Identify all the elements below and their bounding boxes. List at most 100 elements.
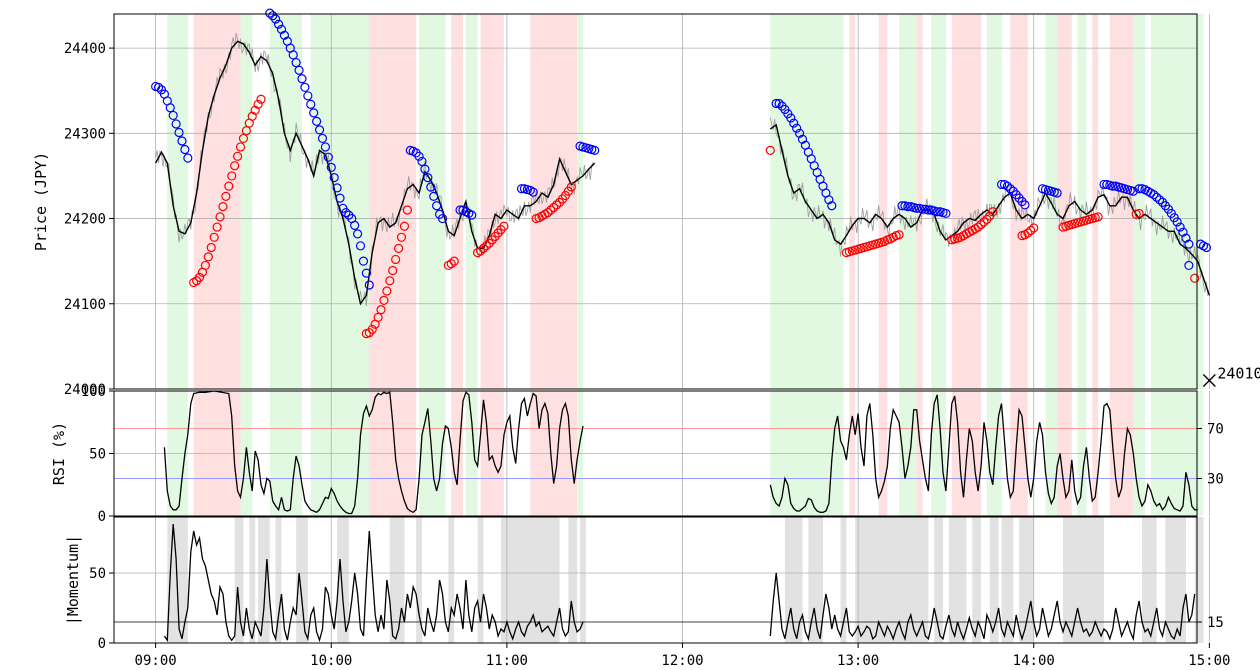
psar-below-marker xyxy=(481,241,491,251)
psar-above-marker xyxy=(341,207,351,218)
psar-above-marker xyxy=(361,268,371,278)
psar-above-marker xyxy=(183,153,193,163)
price-panel-frame xyxy=(113,13,1198,390)
psar-below-marker xyxy=(206,242,216,253)
psar-below-marker xyxy=(385,276,395,286)
psar-above-marker xyxy=(1134,184,1144,194)
time-tick-label: 13:00 xyxy=(837,653,879,669)
psar-below-marker xyxy=(478,243,489,253)
psar-above-marker xyxy=(165,103,175,113)
psar-above-marker xyxy=(792,123,802,133)
psar-below-marker xyxy=(549,202,559,213)
momentum-band xyxy=(1165,517,1186,643)
psar-below-marker xyxy=(203,252,213,262)
psar-below-marker xyxy=(566,182,576,192)
psar-above-marker xyxy=(312,116,322,126)
momentum-band xyxy=(568,517,578,643)
psar-above-marker xyxy=(426,182,436,192)
price-band-down xyxy=(849,14,856,389)
psar-above-marker xyxy=(1201,242,1212,253)
psar-above-marker xyxy=(353,229,363,239)
momentum-band xyxy=(1063,517,1104,643)
momentum-band xyxy=(948,517,967,643)
time-tick-label: 11:00 xyxy=(486,653,528,669)
momentum-series-line xyxy=(163,523,584,643)
momentum-band xyxy=(808,517,823,643)
psar-above-marker xyxy=(323,152,333,162)
price-band-down xyxy=(369,14,417,389)
psar-below-marker xyxy=(209,232,219,242)
psar-below-marker xyxy=(396,232,407,242)
psar-above-marker xyxy=(303,91,313,101)
price-band-up xyxy=(269,14,302,389)
psar-above-marker xyxy=(437,213,448,224)
psar-below-marker xyxy=(230,161,240,171)
psar-below-marker xyxy=(393,243,404,253)
momentum-band xyxy=(1001,517,1014,643)
psar-above-marker xyxy=(1178,227,1188,237)
price-band-down xyxy=(193,14,241,389)
price-band-up xyxy=(931,14,946,389)
psar-below-marker xyxy=(1026,225,1036,236)
price-tick-label: 24300 xyxy=(64,126,106,142)
rsi-series-line xyxy=(163,390,584,515)
psar-above-marker xyxy=(174,127,184,138)
psar-above-marker xyxy=(1128,186,1138,196)
psar-above-marker xyxy=(786,113,796,123)
psar-above-marker xyxy=(590,145,600,155)
psar-below-marker xyxy=(382,286,392,296)
parabolic-sar-markers: 24010.0 xyxy=(151,8,1260,387)
price-band-up xyxy=(1150,14,1204,389)
psar-below-marker xyxy=(1029,223,1039,233)
psar-above-marker xyxy=(1002,181,1013,191)
price-line xyxy=(154,40,596,306)
psar-above-marker xyxy=(771,98,781,109)
psar-below-marker xyxy=(212,222,222,232)
psar-below-marker xyxy=(973,222,983,232)
psar-below-marker xyxy=(1134,208,1144,219)
psar-above-marker xyxy=(824,195,834,205)
momentum-band xyxy=(934,517,944,643)
psar-above-marker xyxy=(294,65,304,75)
psar-below-marker xyxy=(979,217,989,227)
psar-above-marker xyxy=(291,57,301,68)
psar-above-marker xyxy=(358,256,369,266)
time-tick-label: 10:00 xyxy=(310,653,352,669)
price-tick-label: 24400 xyxy=(64,41,106,57)
psar-above-marker xyxy=(455,205,465,215)
psar-below-marker xyxy=(402,205,412,215)
psar-below-marker xyxy=(253,99,263,109)
psar-above-marker xyxy=(1099,179,1109,190)
rsi-right-tick-label: 70 xyxy=(1207,422,1224,438)
psar-below-marker xyxy=(250,105,260,115)
psar-below-marker xyxy=(976,219,986,230)
momentum-tick-label: 50 xyxy=(89,566,106,582)
psar-above-marker xyxy=(903,202,913,212)
momentum-band xyxy=(234,517,244,643)
psar-below-marker xyxy=(1190,273,1200,283)
price-tick-label: 24200 xyxy=(64,212,106,228)
psar-above-marker xyxy=(1005,184,1015,194)
momentum-band xyxy=(258,517,270,643)
psar-above-marker xyxy=(153,82,164,92)
momentum-band xyxy=(784,517,803,643)
price-band-down xyxy=(1109,14,1134,389)
psar-below-marker xyxy=(218,202,228,212)
psar-below-marker xyxy=(1023,228,1033,238)
rsi-tick-label: 50 xyxy=(89,447,106,463)
psar-above-marker xyxy=(897,201,907,211)
momentum-band xyxy=(448,517,455,643)
momentum-band xyxy=(477,517,484,643)
psar-above-marker xyxy=(1155,195,1165,205)
price-band-up xyxy=(240,14,253,389)
psar-below-marker xyxy=(241,126,251,136)
price-band-up xyxy=(465,14,478,389)
psar-above-marker xyxy=(288,50,298,60)
psar-above-marker xyxy=(1172,217,1182,227)
time-tick-label: 14:00 xyxy=(1013,653,1055,669)
psar-above-marker xyxy=(528,187,538,197)
psar-below-marker xyxy=(1093,212,1103,222)
psar-above-marker xyxy=(1184,239,1194,249)
price-band-down xyxy=(480,14,504,389)
psar-below-marker xyxy=(227,171,237,181)
